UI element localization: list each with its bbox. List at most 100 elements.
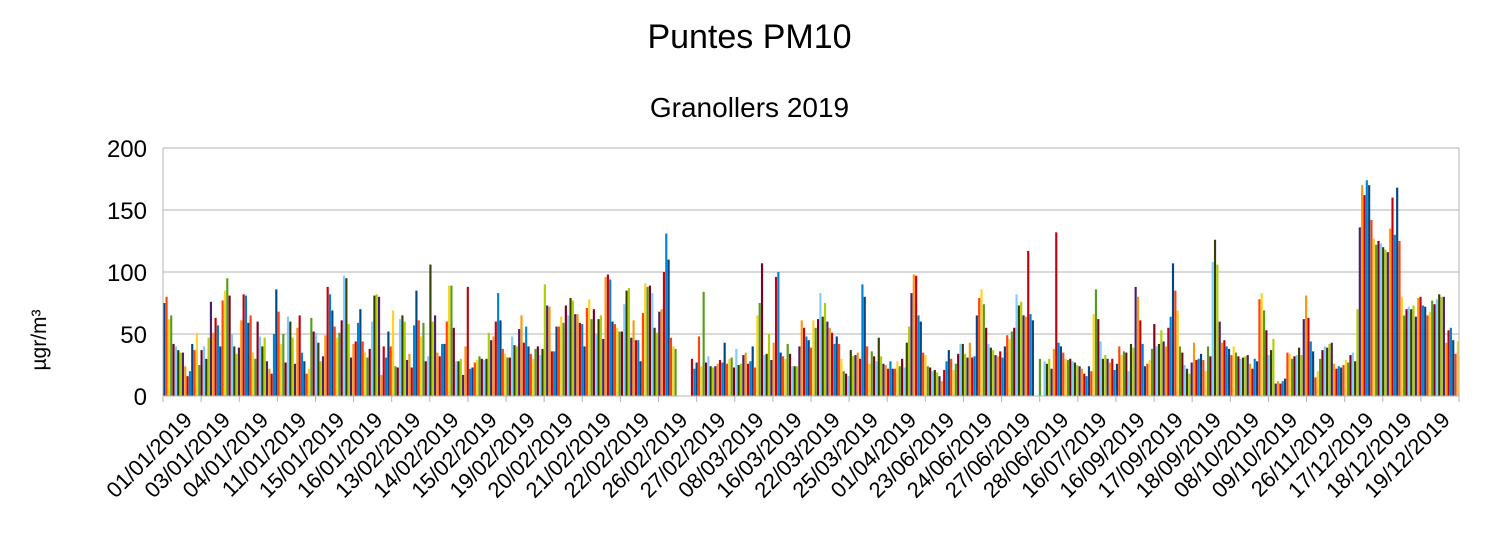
bar	[931, 371, 934, 396]
y-tick-label: 150	[107, 198, 147, 225]
bar	[707, 356, 710, 396]
bar	[310, 317, 313, 396]
bar	[415, 290, 418, 396]
bar	[730, 357, 733, 396]
bar	[450, 285, 453, 396]
bar	[263, 337, 266, 396]
bar	[1101, 358, 1105, 396]
bar	[954, 363, 957, 396]
bar	[798, 346, 801, 396]
bar	[938, 376, 941, 396]
bar	[1083, 373, 1086, 396]
bar	[1230, 355, 1233, 396]
bar	[639, 361, 642, 396]
bar	[490, 340, 493, 396]
bar	[816, 319, 820, 396]
bar	[1326, 347, 1329, 396]
bar	[1358, 227, 1361, 396]
bar	[455, 361, 458, 396]
bar	[1057, 342, 1060, 396]
bar	[1043, 361, 1046, 396]
bar	[1139, 320, 1142, 396]
bar	[1393, 234, 1396, 396]
bar	[868, 363, 871, 396]
bar	[1234, 352, 1238, 396]
bar	[406, 360, 409, 396]
bar	[1262, 310, 1266, 396]
bar	[1183, 365, 1186, 396]
bar	[1055, 232, 1058, 396]
bar	[620, 331, 623, 396]
bar	[866, 346, 869, 396]
bar	[1424, 306, 1427, 396]
bar	[1022, 315, 1025, 396]
bar	[242, 294, 245, 396]
bar	[968, 342, 971, 396]
axes	[162, 148, 1460, 402]
bar	[807, 340, 810, 396]
bar	[188, 371, 191, 396]
bar	[728, 358, 731, 396]
bar	[1400, 296, 1403, 396]
bar	[511, 336, 514, 396]
bar	[223, 290, 227, 396]
bar	[651, 293, 654, 396]
bar	[398, 319, 402, 396]
bar	[338, 332, 341, 396]
bar	[476, 360, 479, 396]
bar	[219, 346, 222, 396]
bar	[880, 356, 883, 396]
bar	[212, 332, 215, 396]
bar	[1382, 247, 1385, 396]
bar	[373, 295, 376, 396]
bar	[305, 373, 308, 396]
bar	[464, 346, 467, 396]
bar	[1085, 376, 1088, 396]
bar	[1356, 309, 1359, 396]
bar	[186, 376, 189, 396]
bar	[996, 356, 999, 396]
bar	[742, 355, 745, 396]
bar	[1225, 346, 1228, 396]
bar	[265, 361, 269, 396]
bar	[352, 343, 355, 396]
bar	[499, 320, 502, 396]
bar	[1020, 301, 1023, 396]
bar	[1344, 360, 1347, 396]
y-tick-label: 200	[107, 136, 147, 163]
bar	[901, 358, 904, 396]
bar	[312, 331, 315, 396]
bar	[167, 319, 170, 396]
bar	[1232, 346, 1235, 396]
bar	[1052, 348, 1055, 396]
bar	[609, 279, 612, 396]
bar	[1160, 330, 1163, 396]
bar	[765, 353, 768, 396]
bar	[1220, 342, 1224, 396]
bar	[1337, 366, 1340, 396]
bar	[732, 367, 736, 396]
bar	[1223, 340, 1226, 396]
bar	[1449, 327, 1452, 396]
bar	[452, 327, 455, 396]
bars	[163, 180, 1459, 396]
bar	[522, 342, 525, 396]
bar	[1015, 294, 1018, 396]
bar	[1050, 368, 1053, 396]
bar	[1384, 249, 1387, 396]
bar	[971, 357, 974, 396]
bar	[553, 351, 556, 396]
bar	[1069, 358, 1072, 396]
bar	[840, 358, 843, 396]
bar	[667, 259, 670, 396]
bar	[1078, 366, 1081, 396]
bar	[583, 346, 586, 396]
bar	[1312, 351, 1315, 396]
bar	[413, 325, 416, 396]
bar	[1202, 360, 1205, 396]
bar	[1171, 263, 1175, 396]
bar	[1204, 371, 1207, 396]
bar	[333, 326, 336, 396]
bar	[1099, 341, 1102, 396]
bar	[623, 304, 626, 396]
